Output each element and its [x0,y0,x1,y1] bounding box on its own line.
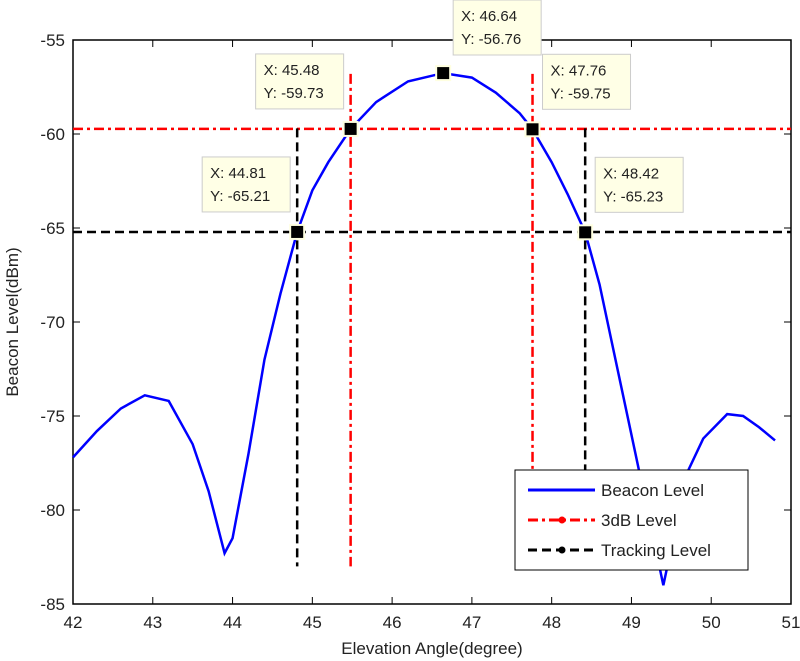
datatip-text: Y: -65.23 [603,188,663,205]
x-tick-label: 46 [383,613,402,632]
y-tick-label: -60 [40,125,65,144]
x-tick-label: 44 [223,613,242,632]
x-tick-label: 47 [462,613,481,632]
datatip-text: X: 47.76 [551,62,607,79]
y-tick-label: -80 [40,501,65,520]
x-tick-label: 50 [702,613,721,632]
datatip-box [201,156,291,213]
x-axis-label: Elevation Angle(degree) [341,639,522,658]
legend-label: 3dB Level [601,511,677,530]
datatip-text: X: 48.42 [603,165,659,182]
data-marker [435,65,452,82]
datatip-text: X: 45.48 [264,62,320,79]
data-marker [289,223,306,240]
x-tick-label: 51 [782,613,800,632]
datatip-text: X: 46.64 [461,8,517,25]
legend-label: Tracking Level [601,541,711,560]
data-marker [524,121,541,138]
legend-marker [558,546,566,554]
legend-label: Beacon Level [601,481,704,500]
y-tick-label: -70 [40,313,65,332]
x-tick-label: 45 [303,613,322,632]
datatip-box [255,53,345,110]
y-tick-label: -85 [40,595,65,614]
y-tick-label: -55 [40,31,65,50]
datatip-text: Y: -56.76 [461,31,521,48]
y-tick-label: -75 [40,407,65,426]
datatip-text: Y: -59.73 [264,85,324,102]
legend-marker [558,516,566,524]
datatip-text: Y: -65.21 [210,188,270,205]
datatip-box [594,156,684,213]
data-marker [577,224,594,241]
y-axis-label: Beacon Level(dBm) [3,247,22,396]
datatip-text: X: 44.81 [210,165,266,182]
datatip-text: Y: -59.75 [551,85,611,102]
datatip-box [452,0,542,56]
data-marker [342,120,359,137]
x-tick-label: 48 [542,613,561,632]
datatip-box [542,53,632,110]
x-tick-label: 42 [64,613,83,632]
y-tick-label: -65 [40,219,65,238]
x-tick-label: 43 [143,613,162,632]
x-tick-label: 49 [622,613,641,632]
